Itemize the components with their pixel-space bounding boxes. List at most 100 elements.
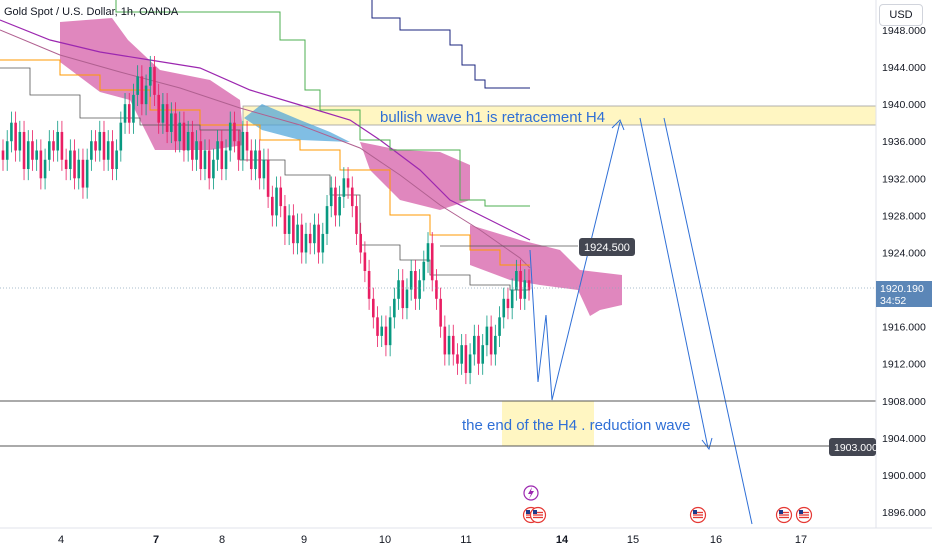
candle-body [435,280,438,299]
symbol-title[interactable]: Gold Spot / U.S. Dollar, 1h, OANDA [4,6,179,18]
candle-body [498,317,501,336]
candle-body [418,280,421,299]
candle-body [367,271,371,299]
candle-body [338,196,341,216]
candle-body [148,67,152,86]
candle-body [329,187,333,207]
candle-body [144,85,148,105]
candle-body [313,224,316,244]
zigzag-projection [529,121,621,401]
candle-body [77,159,81,179]
time-tick-label: 14 [556,534,569,546]
candle-body [237,141,240,160]
candle-body [279,187,283,207]
candle-body [325,206,329,234]
candle-body [292,215,295,244]
candle-body [510,289,514,309]
candle-body [245,131,249,151]
price-tick-label: 1940.000 [882,99,926,111]
candle-body [426,243,430,262]
candle-body [170,113,173,132]
candle-body [384,326,388,346]
candle-body [393,298,396,318]
candle-body [414,271,417,299]
candle-body [472,335,476,355]
candle-body [228,122,232,151]
candle-body [515,271,518,290]
candle-body [207,150,211,179]
candle-body [460,345,463,364]
candle-body [111,141,114,170]
kijun-line [115,0,530,207]
candle-body [233,122,236,142]
price-tick-label: 1948.000 [882,25,926,37]
candle-body [249,150,253,170]
candle-body [203,150,207,170]
candle-body [477,335,480,364]
candle-body [136,76,139,95]
time-tick-label: 15 [627,534,639,546]
us-flag-icon[interactable] [529,506,547,524]
candle-body [186,131,190,151]
candle-body [153,67,156,95]
countdown-label: 34:52 [880,295,906,307]
time-tick-label: 16 [710,534,722,546]
candle-body [439,298,442,327]
candle-body [409,271,413,290]
candle-body [258,150,261,179]
candle-body [494,335,497,355]
candle-body [39,150,43,179]
candle-body [18,131,22,151]
candle-body [140,76,144,105]
candle-body [527,280,531,290]
price-tick-label: 1936.000 [882,136,926,148]
candle-body [321,233,325,253]
candle-body [94,141,97,151]
price-tick-label: 1904.000 [882,433,926,445]
candle-body [1,150,5,160]
arrow-head-bottom [701,437,713,451]
candle-body [31,141,34,160]
candle-body [191,131,194,160]
candle-body [519,271,522,299]
time-tick-label: 10 [379,534,391,546]
candle-body [523,280,527,299]
current-price-badge [876,281,932,307]
candle-body [262,159,266,179]
reduction-zone [502,401,594,446]
candle-body [73,150,76,179]
candle-body [422,261,426,281]
candle-body [161,104,165,123]
tenkan-line [0,59,530,266]
us-flag-icon[interactable] [689,506,707,524]
chikou-line [371,0,530,89]
projection-path [529,117,753,525]
currency-button[interactable]: USD [879,4,923,26]
candle-body [443,326,447,355]
candle-body [119,122,123,151]
candle-body [456,354,459,364]
candle-body [464,345,468,373]
price-axis[interactable]: 1948.000 1944.000 1940.000 1936.000 1932.000… [875,0,926,528]
price-tick-label: 1908.000 [882,396,926,408]
candle-body [317,224,320,253]
us-flag-icon[interactable] [775,506,793,524]
candle-body [359,233,362,253]
candle-body [300,224,304,253]
candle-body [47,141,51,160]
candle-body [10,122,13,142]
cloud-pink-3 [470,225,622,316]
candle-body [287,215,291,234]
candle-body [127,104,131,123]
level-badge [829,438,876,456]
cloud-blue [244,104,350,142]
lightning-icon[interactable] [523,485,539,501]
time-axis[interactable]: 4 7 8 9 10 11 14 15 16 17 [0,527,932,546]
candle-body [266,159,270,197]
candle-body [447,335,451,355]
candle-body [296,224,299,244]
candle-body [376,317,379,336]
us-flag-icon[interactable] [795,506,813,524]
